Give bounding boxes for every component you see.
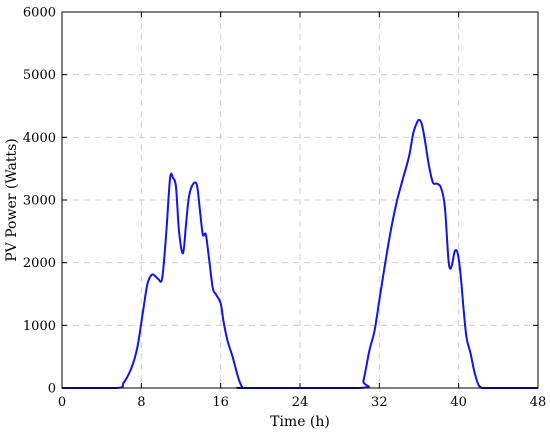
y-tick-label: 6000: [23, 6, 56, 21]
x-axis-title: Time (h): [270, 414, 330, 430]
x-tick-label: 16: [212, 395, 229, 410]
x-tick-label: 40: [450, 395, 467, 410]
y-tick-label: 0: [48, 382, 56, 397]
y-tick-label: 1000: [23, 319, 56, 334]
x-tick-label: 24: [292, 395, 309, 410]
x-tick-label: 8: [137, 395, 145, 410]
y-axis-title: PV Power (Watts): [4, 138, 20, 262]
axis-ticks: 0 8 16 24 32 40 48 0 1000 2000 3000 4000 5000 6000: [23, 6, 546, 411]
x-tick-label: 0: [58, 395, 66, 410]
y-tick-label: 3000: [23, 194, 56, 209]
x-tick-label: 48: [530, 395, 547, 410]
x-tick-label: 32: [371, 395, 388, 410]
y-tick-label: 5000: [23, 68, 56, 83]
y-tick-label: 4000: [23, 131, 56, 146]
y-tick-label: 2000: [23, 256, 56, 271]
